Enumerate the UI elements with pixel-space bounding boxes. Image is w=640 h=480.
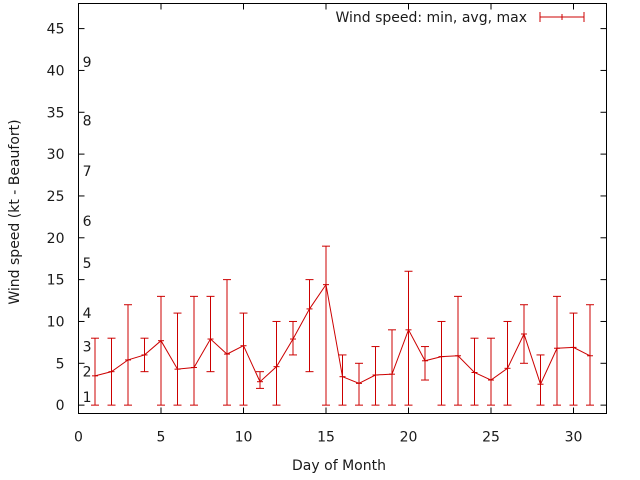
x-axis-label: Day of Month <box>292 458 386 474</box>
x-tick-label: 10 <box>235 430 253 446</box>
x-tick-label: 0 <box>74 430 83 446</box>
beaufort-label: 6 <box>83 214 92 230</box>
x-tick-label: 20 <box>400 430 418 446</box>
y-tick-label: 35 <box>47 105 65 121</box>
beaufort-label: 7 <box>83 164 92 180</box>
y-tick-label: 15 <box>47 273 65 289</box>
beaufort-label: 8 <box>83 114 92 130</box>
y-tick-label: 45 <box>47 22 65 38</box>
x-tick-label: 30 <box>565 430 583 446</box>
beaufort-label: 2 <box>83 365 92 381</box>
y-tick-label: 25 <box>47 189 65 205</box>
x-tick-label: 5 <box>157 430 166 446</box>
y-tick-label: 40 <box>47 63 65 79</box>
y-axis-label: Wind speed (kt - Beaufort) <box>7 119 23 304</box>
beaufort-label: 3 <box>83 340 92 356</box>
legend-label: Wind speed: min, avg, max <box>335 10 527 26</box>
beaufort-label: 4 <box>83 306 92 322</box>
y-tick-label: 0 <box>56 398 65 414</box>
beaufort-label: 9 <box>83 55 92 71</box>
x-tick-label: 25 <box>482 430 500 446</box>
plot-area-frame <box>78 3 607 414</box>
beaufort-label: 5 <box>83 256 92 272</box>
y-tick-label: 5 <box>56 356 65 372</box>
y-tick-label: 30 <box>47 147 65 163</box>
x-tick-label: 15 <box>317 430 335 446</box>
beaufort-label: 1 <box>83 390 92 406</box>
legend: Wind speed: min, avg, max <box>335 10 585 26</box>
y-tick-label: 20 <box>47 231 65 247</box>
y-tick-label: 10 <box>47 314 65 330</box>
